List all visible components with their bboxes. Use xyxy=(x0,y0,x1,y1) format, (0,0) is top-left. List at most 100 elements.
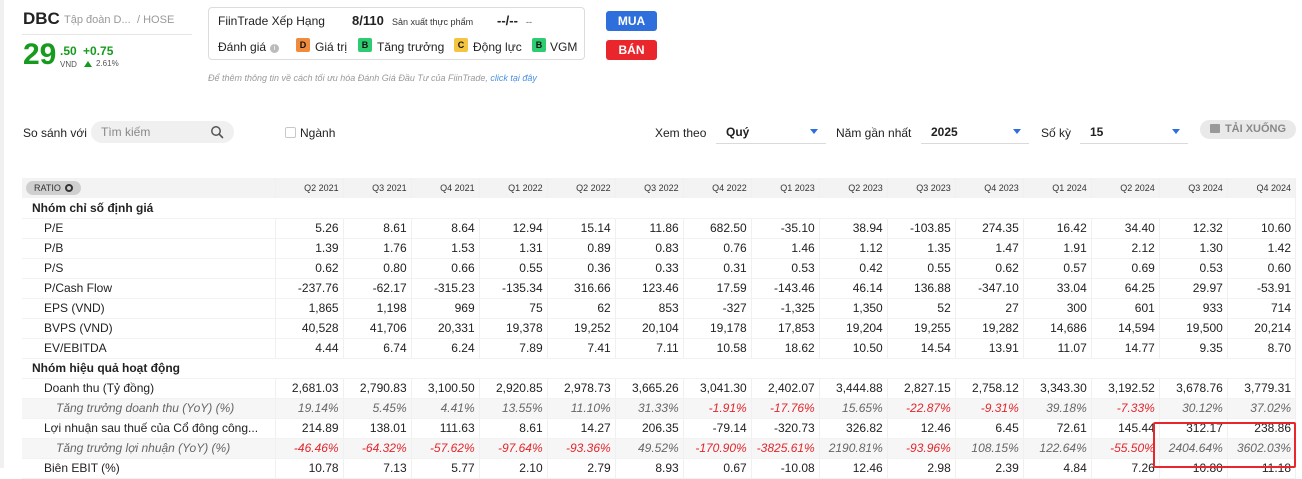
periods-value: 15 xyxy=(1090,125,1104,139)
table-row[interactable]: P/B 1.39 1.76 1.53 1.31 0.89 0.83 0.76 1.46 1.12 1… xyxy=(22,238,1297,259)
cell-value: 11.18 xyxy=(1227,458,1297,479)
cell-value: -64.32% xyxy=(343,438,412,459)
view-by-label: Xem theo xyxy=(655,126,707,140)
cell-value: 20,104 xyxy=(615,318,684,339)
cell-value: 601 xyxy=(1091,298,1160,319)
cell-value: 0.31 xyxy=(683,258,752,279)
cell-value: 33.04 xyxy=(1023,278,1092,299)
column-header: Q4 2023 xyxy=(955,178,1024,198)
cell-value: -17.76% xyxy=(751,398,820,419)
cell-value: -46.46% xyxy=(275,438,344,459)
search-icon[interactable] xyxy=(210,125,224,139)
cell-value: 122.64% xyxy=(1023,438,1092,459)
sell-button[interactable]: BÁN xyxy=(606,40,657,60)
exchange-label: / HOSE xyxy=(137,14,175,26)
row-label: Tăng trưởng lợi nhuận (YoY) (%) xyxy=(22,438,276,459)
buy-button[interactable]: MUA xyxy=(606,11,657,31)
cell-value: 30.12% xyxy=(1159,398,1228,419)
view-by-dropdown[interactable]: Quý xyxy=(716,119,826,144)
cell-value: -97.64% xyxy=(479,438,548,459)
cell-value: 14.54 xyxy=(887,338,956,359)
table-row[interactable]: EV/EBITDA 4.44 6.74 6.24 7.89 7.41 7.11 10.58 18… xyxy=(22,338,1297,359)
chevron-down-icon xyxy=(1013,129,1021,134)
table-row[interactable]: Biên EBIT (%) 10.78 7.13 5.77 2.10 2.79 8.93 0.… xyxy=(22,458,1297,479)
cell-value: 206.35 xyxy=(615,418,684,439)
grade-growth-badge: B xyxy=(358,38,372,52)
cell-value: 2,402.07 xyxy=(751,378,820,399)
cell-value: 7.41 xyxy=(547,338,616,359)
column-header: Q2 2022 xyxy=(547,178,616,198)
cell-value: 0.62 xyxy=(955,258,1024,279)
cell-value: 1.31 xyxy=(479,238,548,259)
cell-value: 49.52% xyxy=(615,438,684,459)
column-header: Q2 2024 xyxy=(1091,178,1160,198)
table-row[interactable]: Doanh thu (Tỷ đồng) 2,681.03 2,790.83 3,100… xyxy=(22,378,1297,399)
cell-value: 3,665.26 xyxy=(615,378,684,399)
latest-year-value: 2025 xyxy=(931,125,958,139)
cell-value: 2.10 xyxy=(479,458,548,479)
cell-value: 2.98 xyxy=(887,458,956,479)
industry-label: Ngành xyxy=(300,126,336,140)
cell-value: -57.62% xyxy=(411,438,480,459)
column-header: Q4 2022 xyxy=(683,178,752,198)
cell-value: 13.91 xyxy=(955,338,1024,359)
cell-value: 2190.81% xyxy=(819,438,888,459)
table-row[interactable]: Lợi nhuận sau thuế của Cổ đông công... 21… xyxy=(22,418,1297,439)
cell-value: 3,041.30 xyxy=(683,378,752,399)
cell-value: 2,758.12 xyxy=(955,378,1024,399)
download-button[interactable]: TẢI XUỐNG xyxy=(1200,120,1296,139)
fiintrade-secondary-rank: --/-- xyxy=(497,13,518,28)
cell-value: 326.82 xyxy=(819,418,888,439)
table-subrow[interactable]: Tăng trưởng lợi nhuận (YoY) (%) -46.46% -6… xyxy=(22,438,1297,459)
cell-value: 14.77 xyxy=(1091,338,1160,359)
price-decimal: .50 xyxy=(60,44,77,58)
cell-value: 1,865 xyxy=(275,298,344,319)
cell-value: 0.57 xyxy=(1023,258,1092,279)
click-here-link[interactable]: click tại đây xyxy=(490,73,537,83)
cell-value: 1.39 xyxy=(275,238,344,259)
column-header: Q3 2023 xyxy=(887,178,956,198)
gear-icon xyxy=(64,184,73,192)
info-icon[interactable]: i xyxy=(270,44,280,53)
cell-value: -327 xyxy=(683,298,752,319)
row-label: P/B xyxy=(22,238,276,259)
table-row[interactable]: BVPS (VND) 40,528 41,706 20,331 19,378 19,252… xyxy=(22,318,1297,339)
column-header: Q1 2024 xyxy=(1023,178,1092,198)
periods-dropdown[interactable]: 15 xyxy=(1080,119,1188,144)
cell-value: 5.77 xyxy=(411,458,480,479)
cell-value: 0.53 xyxy=(751,258,820,279)
table-row[interactable]: EPS (VND) 1,865 1,198 969 75 62 853 -327 -1,325 1… xyxy=(22,298,1297,319)
cell-value: 19,500 xyxy=(1159,318,1228,339)
cell-value: 123.46 xyxy=(615,278,684,299)
group-row-performance[interactable]: Nhóm hiệu quả hoạt động xyxy=(22,358,1296,379)
price-change-percent: 2.61% xyxy=(84,59,119,68)
cell-value: -237.76 xyxy=(275,278,344,299)
table-row[interactable]: P/Cash Flow -237.76 -62.17 -315.23 -135.34 31… xyxy=(22,278,1297,299)
cell-value: 41,706 xyxy=(343,318,412,339)
table-subrow[interactable]: Tăng trưởng doanh thu (YoY) (%) 19.14% 5.4… xyxy=(22,398,1297,419)
table-row[interactable]: P/S 0.62 0.80 0.66 0.55 0.36 0.33 0.31 0.53 0.42 0… xyxy=(22,258,1297,279)
row-label: Doanh thu (Tỷ đồng) xyxy=(22,378,276,399)
latest-year-dropdown[interactable]: 2025 xyxy=(921,119,1029,144)
cell-value: -62.17 xyxy=(343,278,412,299)
cell-value: 1.12 xyxy=(819,238,888,259)
cell-value: 52 xyxy=(887,298,956,319)
cell-value: 72.61 xyxy=(1023,418,1092,439)
fiintrade-title: FiinTrade Xếp Hạng xyxy=(218,14,325,28)
group-row-valuation[interactable]: Nhóm chỉ số định giá xyxy=(22,198,1296,219)
cell-value: 19,378 xyxy=(479,318,548,339)
cell-value: 0.80 xyxy=(343,258,412,279)
search-input[interactable] xyxy=(91,121,234,143)
cell-value: -79.14 xyxy=(683,418,752,439)
cell-value: 0.36 xyxy=(547,258,616,279)
column-header: Q3 2024 xyxy=(1159,178,1228,198)
industry-checkbox[interactable] xyxy=(285,127,296,138)
cell-value: 8.70 xyxy=(1227,338,1297,359)
table-row[interactable]: P/E 5.26 8.61 8.64 12.94 15.14 11.86 682.50 -35.… xyxy=(22,218,1297,239)
cell-value: 1.42 xyxy=(1227,238,1297,259)
ratio-settings-button[interactable]: RATIO xyxy=(26,181,81,195)
cell-value: 2,920.85 xyxy=(479,378,548,399)
cell-value: 12.94 xyxy=(479,218,548,239)
cell-value: 15.14 xyxy=(547,218,616,239)
cell-value: 0.69 xyxy=(1091,258,1160,279)
